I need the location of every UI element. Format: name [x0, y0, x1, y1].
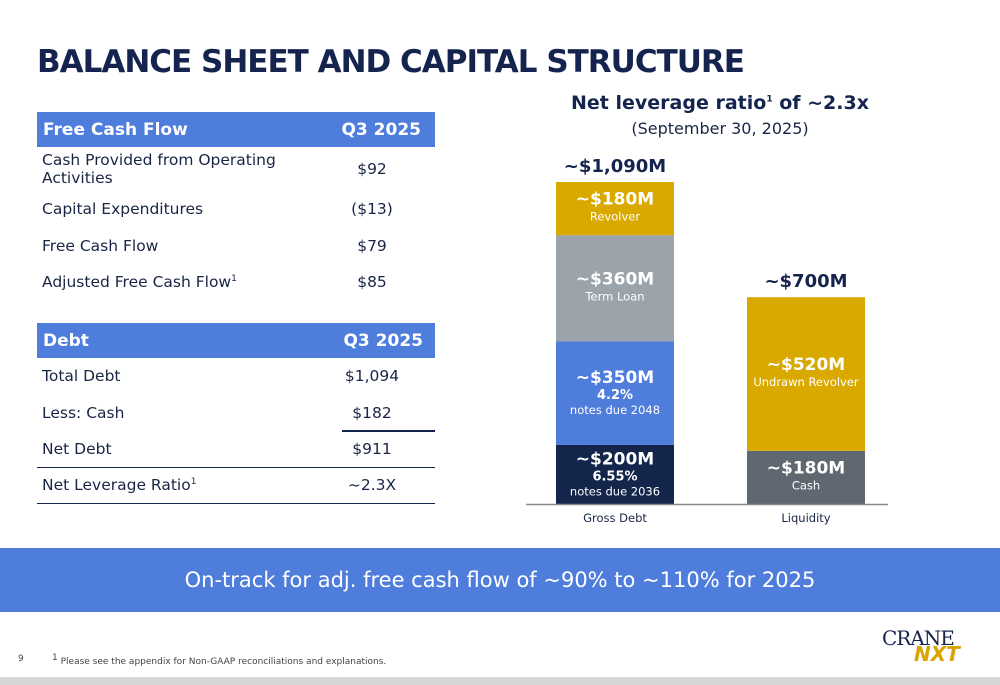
row-label: Capital Expenditures [42, 200, 204, 219]
table-row: Less: Cash $182 [37, 395, 435, 432]
segment-value-label: ~$360M [576, 269, 654, 289]
header-period: Q3 2025 [343, 330, 423, 351]
debt-table: Debt Q3 2025 Total Debt $1,094 Less: Cash $… [37, 323, 435, 504]
row-label: Less: Cash [42, 403, 125, 422]
row-label: Free Cash Flow [42, 236, 159, 255]
divider [342, 430, 435, 432]
x-tick-label: Gross Debt [583, 511, 647, 525]
bottom-bar [0, 677, 1000, 685]
table-row: Total Debt $1,094 [37, 358, 435, 395]
row-label: Adjusted Free Cash Flow1 [42, 273, 237, 292]
table-row: Capital Expenditures ($13) [37, 191, 435, 228]
footnote: 1 Please see the appendix for Non-GAAP r… [52, 653, 387, 667]
table-row: Free Cash Flow $79 [37, 228, 435, 265]
bar-segment [556, 444, 674, 504]
chart-subtitle: (September 30, 2025) [631, 119, 809, 138]
row-value: $182 [352, 403, 392, 422]
page-number: 9 [18, 654, 24, 664]
chart-title: Net leverage ratio1 of ~2.3x [571, 92, 869, 114]
x-tick-label: Liquidity [781, 511, 830, 525]
crane-nxt-logo: CRANE NXT [882, 626, 960, 666]
row-value: $79 [357, 236, 387, 255]
segment-desc-label: Term Loan [584, 289, 644, 303]
segment-value-label: ~$180M [767, 458, 845, 478]
bar-total-label: ~$1,090M [564, 156, 666, 177]
table-header: Debt Q3 2025 [37, 323, 435, 358]
segment-value-label: ~$200M [576, 449, 654, 469]
bar-segment [556, 341, 674, 445]
table-row: Net Leverage Ratio1 ~2.3X [37, 468, 435, 504]
segment-rate-label: 6.55% [592, 469, 637, 484]
banner: On-track for adj. free cash flow of ~90%… [0, 548, 1000, 612]
row-label: Cash Provided from Operating Activities [42, 151, 276, 187]
bar-segment [747, 450, 865, 504]
row-value: $1,094 [344, 367, 400, 386]
free-cash-flow-table: Free Cash Flow Q3 2025 Cash Provided fro… [37, 112, 435, 301]
row-value: $92 [357, 160, 387, 178]
row-value: $911 [352, 439, 392, 458]
row-value: ~2.3X [347, 476, 397, 495]
segment-desc-label: notes due 2036 [570, 484, 660, 498]
bar-segment [556, 182, 674, 236]
segment-value-label: ~$180M [576, 190, 654, 210]
header-period: Q3 2025 [341, 119, 421, 140]
bar-segment [556, 235, 674, 342]
page-title: BALANCE SHEET AND CAPITAL STRUCTURE [37, 44, 745, 80]
row-label: Net Leverage Ratio1 [42, 476, 197, 495]
segment-desc-label: Revolver [590, 210, 640, 224]
segment-rate-label: 4.2% [597, 388, 633, 403]
table-header: Free Cash Flow Q3 2025 [37, 112, 435, 147]
table-row: Net Debt $911 [37, 431, 435, 468]
row-value: ($13) [351, 200, 393, 219]
segment-desc-label: Cash [792, 478, 820, 492]
segment-value-label: ~$520M [767, 355, 845, 375]
row-label: Net Debt [42, 439, 112, 458]
row-label: Total Debt [42, 367, 121, 386]
header-label: Free Cash Flow [43, 119, 188, 140]
segment-desc-label: notes due 2048 [570, 403, 660, 417]
segment-desc-label: Undrawn Revolver [753, 375, 859, 389]
segment-value-label: ~$350M [576, 368, 654, 388]
table-row: Cash Provided from Operating Activities $… [37, 147, 435, 191]
table-row: Adjusted Free Cash Flow1 $85 [37, 264, 435, 301]
bar-total-label: ~$700M [764, 271, 847, 292]
header-label: Debt [43, 330, 89, 351]
bar-segment [747, 297, 865, 451]
row-value: $85 [357, 273, 387, 292]
